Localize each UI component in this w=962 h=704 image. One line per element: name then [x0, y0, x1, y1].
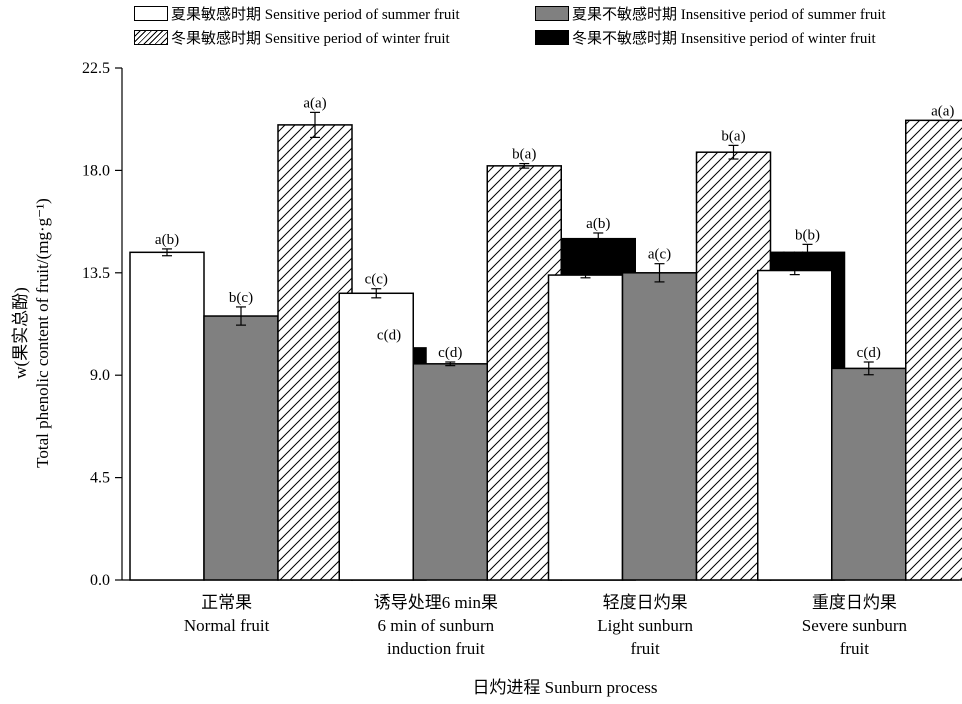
bar [547, 274, 624, 581]
data-label: b(c) [229, 290, 253, 306]
data-label: a(a) [303, 95, 326, 111]
bars [129, 111, 962, 581]
legend-swatch-white [134, 6, 168, 21]
legend-swatch-hatch [134, 30, 168, 45]
y-tick-label: 9.0 [90, 367, 110, 384]
x-tick-label: 重度日灼果 [812, 593, 897, 612]
bar [203, 315, 279, 581]
x-tick-label: fruit [840, 639, 870, 658]
bar [757, 269, 833, 581]
legend-label: 冬果敏感时期 Sensitive period of winter fruit [171, 31, 450, 47]
legend-item-summer-sensitive: 夏果敏感时期 Sensitive period of summer fruit [134, 3, 460, 24]
legend-swatch-gray [535, 6, 569, 21]
legend-label: 夏果敏感时期 Sensitive period of summer fruit [171, 7, 460, 23]
y-tick-label: 4.5 [90, 470, 110, 487]
bar [831, 367, 907, 581]
legend-item-summer-insensitive: 夏果不敏感时期 Insensitive period of summer fru… [535, 3, 886, 24]
legend-item-winter-insensitive: 冬果不敏感时期 Insensitive period of winter fru… [535, 27, 876, 48]
x-tick-label: 诱导处理6 min果 [374, 593, 498, 612]
y-tick-label: 22.5 [82, 60, 110, 77]
bar-labels: a(b) b(c) a(a) c(d) c(c) c(d) b(a) a(b) b(c) a(c)… [155, 95, 954, 361]
data-label: b(c) [783, 249, 807, 265]
data-label: b(c) [573, 255, 597, 271]
data-label: b(b) [795, 227, 820, 243]
bar [412, 363, 488, 581]
data-label: a(b) [586, 216, 610, 232]
x-tick-label: 轻度日灼果 [603, 593, 688, 612]
bar [621, 272, 698, 581]
data-label: b(a) [721, 128, 745, 144]
legend-label: 夏果不敏感时期 Insensitive period of summer fru… [572, 7, 886, 23]
x-tick-label: induction fruit [387, 639, 485, 658]
data-label: c(d) [377, 327, 401, 343]
y-tick-label: 13.5 [82, 265, 110, 282]
x-tick-label: fruit [630, 639, 660, 658]
bar [129, 251, 205, 581]
data-label: b(a) [512, 147, 536, 163]
x-tick-label: Severe sunburn [802, 616, 908, 635]
legend-item-winter-sensitive: 冬果敏感时期 Sensitive period of winter fruit [134, 27, 450, 48]
data-label: a(b) [155, 232, 179, 248]
y-tick-label: 0.0 [90, 572, 110, 589]
x-tick-label: Normal fruit [184, 616, 270, 635]
data-label: c(d) [857, 345, 881, 361]
x-tick-label: Light sunburn [597, 616, 693, 635]
data-label: a(c) [648, 247, 671, 263]
bar [905, 119, 962, 581]
x-tick-label: 正常果 [201, 593, 252, 612]
legend-label: 冬果不敏感时期 Insensitive period of winter fru… [572, 31, 876, 47]
y-tick-label: 18.0 [82, 162, 110, 179]
legend-swatch-black [535, 30, 569, 45]
x-axis-title: 日灼进程 Sunburn process [472, 678, 658, 697]
bar [338, 292, 414, 581]
data-label: a(a) [931, 103, 954, 119]
data-label: c(d) [438, 345, 462, 361]
chart-legend: 夏果敏感时期 Sensitive period of summer fruit … [0, 0, 962, 60]
x-tick-label: 6 min of sunburn [378, 616, 495, 635]
data-label: c(c) [365, 272, 388, 288]
